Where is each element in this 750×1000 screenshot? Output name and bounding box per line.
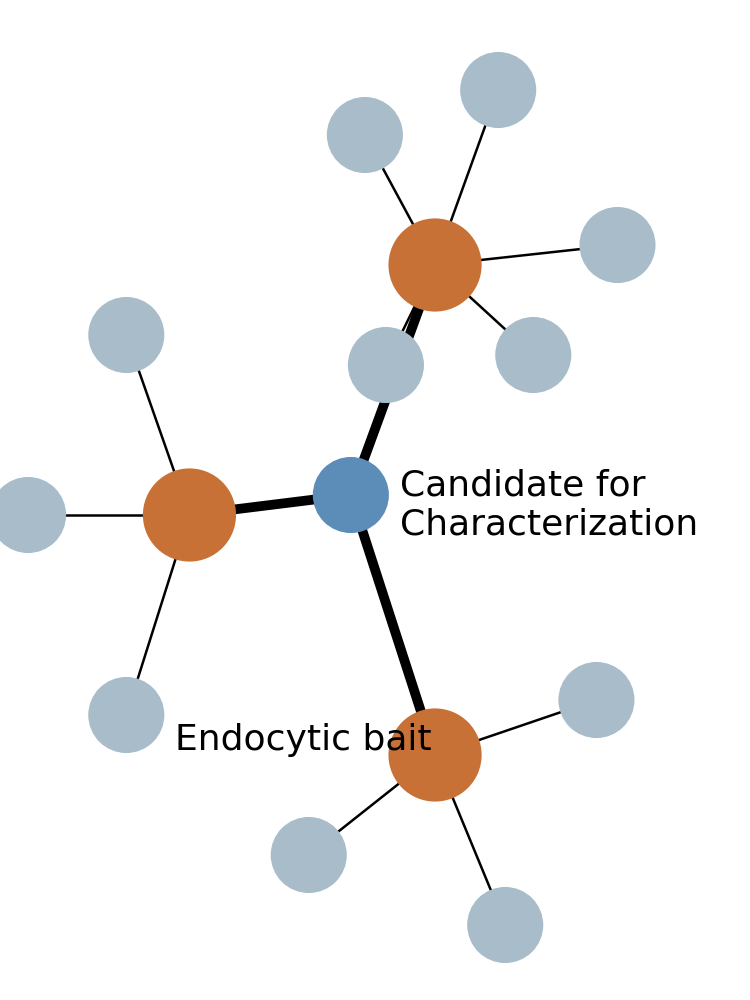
Text: Endocytic bait: Endocytic bait xyxy=(176,723,432,757)
Point xyxy=(345,487,357,503)
Point xyxy=(429,747,441,763)
Point xyxy=(429,257,441,273)
Point xyxy=(120,327,132,343)
Point xyxy=(184,507,196,523)
Point xyxy=(303,847,315,863)
Point xyxy=(590,692,602,708)
Point xyxy=(492,82,504,98)
Point xyxy=(22,507,34,523)
Point xyxy=(611,237,623,253)
Point xyxy=(527,347,539,363)
Point xyxy=(500,917,512,933)
Point xyxy=(359,127,371,143)
Point xyxy=(120,707,132,723)
Text: Candidate for
Characterization: Candidate for Characterization xyxy=(400,468,698,542)
Point xyxy=(380,357,392,373)
